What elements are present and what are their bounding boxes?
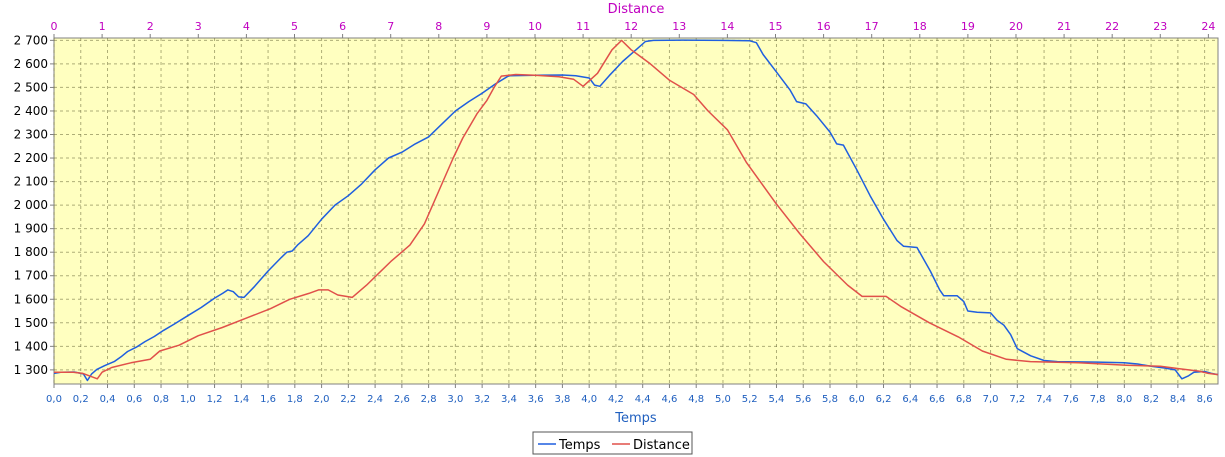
x-tick-label: 5,8 (822, 394, 838, 405)
x-tick-label: 8,2 (1143, 394, 1159, 405)
x2-tick-label: 10 (528, 20, 542, 33)
x2-tick-label: 12 (624, 20, 638, 33)
x-tick-label: 2,4 (367, 394, 383, 405)
x-tick-label: 3,4 (501, 394, 517, 405)
x2-tick-label: 2 (147, 20, 154, 33)
y-tick-label: 2 700 (14, 33, 48, 47)
x2-tick-label: 23 (1153, 20, 1167, 33)
x-tick-label: 0,2 (73, 394, 89, 405)
y-tick-label: 1 600 (14, 292, 48, 306)
x-tick-label: 0,4 (100, 394, 116, 405)
x2-tick-label: 8 (435, 20, 442, 33)
x-tick-label: 0,0 (46, 394, 62, 405)
x-tick-label: 6,2 (876, 394, 892, 405)
x2-tick-label: 1 (99, 20, 106, 33)
y-tick-label: 2 500 (14, 80, 48, 94)
x-tick-label: 8,6 (1197, 394, 1213, 405)
x-tick-label: 1,4 (233, 394, 249, 405)
x-tick-label: 8,4 (1170, 394, 1186, 405)
x-tick-label: 1,6 (260, 394, 276, 405)
x2-tick-label: 22 (1105, 20, 1119, 33)
x-tick-label: 5,2 (742, 394, 758, 405)
x-tick-label: 7,2 (1009, 394, 1025, 405)
x2-tick-label: 17 (865, 20, 879, 33)
y-tick-label: 2 100 (14, 175, 48, 189)
y-tick-label: 2 000 (14, 198, 48, 212)
x-tick-label: 5,6 (795, 394, 811, 405)
y-tick-label: 2 600 (14, 57, 48, 71)
x2-tick-label: 15 (768, 20, 782, 33)
x-tick-label: 1,0 (180, 394, 196, 405)
y-tick-label: 2 300 (14, 128, 48, 142)
x2-axis-label: Distance (608, 2, 665, 17)
x2-tick-label: 5 (291, 20, 298, 33)
x-tick-label: 7,8 (1090, 394, 1106, 405)
x2-tick-label: 20 (1009, 20, 1023, 33)
x2-tick-label: 11 (576, 20, 590, 33)
series-layer (53, 39, 1219, 382)
y-tick-label: 1 500 (14, 316, 48, 330)
x-axis-label: Temps (614, 411, 657, 426)
x-tick-label: 3,6 (528, 394, 544, 405)
x-tick-label: 1,8 (287, 394, 303, 405)
y-tick-label: 1 300 (14, 363, 48, 377)
x-tick-label: 5,0 (715, 394, 731, 405)
x2-tick-label: 4 (243, 20, 250, 33)
plot-background (53, 37, 1219, 385)
x-tick-label: 2,6 (394, 394, 410, 405)
x-tick-label: 3,8 (554, 394, 570, 405)
x-tick-label: 7,0 (983, 394, 999, 405)
x-tick-label: 4,8 (688, 394, 704, 405)
x2-tick-label: 16 (817, 20, 831, 33)
y-tick-label: 1 900 (14, 222, 48, 236)
legend-label-distance: Distance (633, 438, 690, 453)
x-tick-label: 6,8 (956, 394, 972, 405)
x2-tick-label: 18 (913, 20, 927, 33)
series-line-distance (54, 39, 1219, 380)
x-tick-label: 6,0 (849, 394, 865, 405)
x-tick-label: 2,2 (340, 394, 356, 405)
y-tick-label: 1 700 (14, 269, 48, 283)
x-tick-label: 5,4 (769, 394, 785, 405)
y-tick-label: 2 400 (14, 104, 48, 118)
x2-tick-label: 13 (672, 20, 686, 33)
ticks-layer: 0,0 0,2 0,4 0,6 0,8 1,0 1,2 1,4 1,6 1,8 2,0 2,2 2,4 2… (14, 20, 1216, 405)
legend-label-temps: Temps (558, 438, 601, 453)
y-tick-label: 1 800 (14, 245, 48, 259)
y-tick-label: 2 200 (14, 151, 48, 165)
x-tick-label: 2,8 (421, 394, 437, 405)
x-tick-label: 3,0 (447, 394, 463, 405)
x-tick-label: 6,4 (902, 394, 918, 405)
x-tick-label: 0,8 (153, 394, 169, 405)
x2-tick-label: 6 (339, 20, 346, 33)
x-tick-label: 4,6 (661, 394, 677, 405)
x-tick-label: 4,0 (581, 394, 597, 405)
x-tick-label: 7,4 (1036, 394, 1052, 405)
x-tick-label: 4,4 (635, 394, 651, 405)
x-tick-label: 6,6 (929, 394, 945, 405)
x2-tick-label: 0 (51, 20, 58, 33)
y-tick-label: 1 400 (14, 339, 48, 353)
x-tick-label: 1,2 (207, 394, 223, 405)
x-tick-label: 8,0 (1116, 394, 1132, 405)
x-tick-label: 3,2 (474, 394, 490, 405)
legend: Temps Distance (532, 431, 693, 455)
x-tick-label: 7,6 (1063, 394, 1079, 405)
x-tick-label: 2,0 (314, 394, 330, 405)
x2-tick-label: 14 (720, 20, 734, 33)
x2-tick-label: 21 (1057, 20, 1071, 33)
series-line-temps (53, 39, 1219, 382)
x-tick-label: 0,6 (126, 394, 142, 405)
x2-tick-label: 19 (961, 20, 975, 33)
x2-tick-label: 9 (483, 20, 490, 33)
x2-tick-label: 7 (387, 20, 394, 33)
x-tick-label: 4,2 (608, 394, 624, 405)
legend-box (532, 431, 693, 455)
x2-tick-label: 3 (195, 20, 202, 33)
x2-tick-label: 24 (1201, 20, 1215, 33)
